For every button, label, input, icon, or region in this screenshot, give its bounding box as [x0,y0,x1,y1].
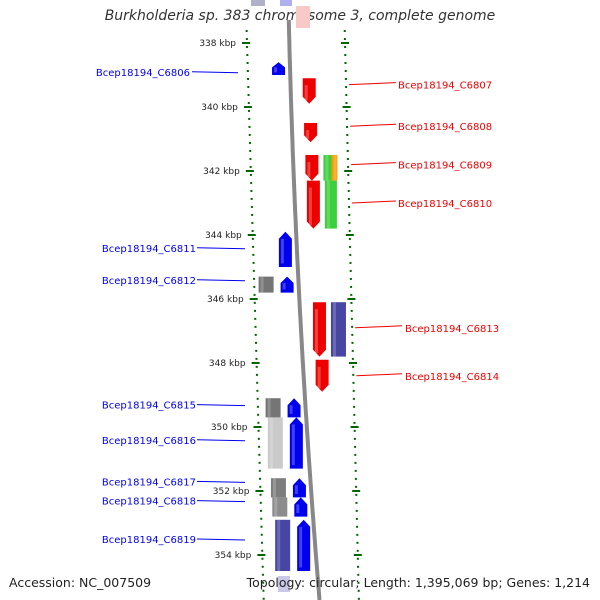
gene-label-leader [196,480,246,483]
gene-label-bcep18194_c6810: Bcep18194_C6810 [398,199,492,210]
gene-highlight [304,85,308,101]
gene-label-bcep18194_c6812: Bcep18194_C6812 [102,276,196,287]
gene-label-bcep18194_c6816: Bcep18194_C6816 [102,436,196,447]
gene-label-bcep18194_c6806: Bcep18194_C6806 [96,68,190,79]
blast-hit-highlight [277,519,281,571]
gene-label-bcep18194_c6808: Bcep18194_C6808 [398,122,492,133]
gene-highlight [280,238,284,264]
gene-label-bcep18194_c6807: Bcep18194_C6807 [398,81,492,92]
gene-arrow-bcep18194_c6811 [278,231,292,267]
gene-arrow-bcep18194_c6807 [302,78,316,104]
blast-hit-highlight [269,417,273,469]
gene-label-leader [351,162,397,166]
gene-highlight [308,187,312,226]
gene-label-bcep18194_c6811: Bcep18194_C6811 [102,244,196,255]
tick-label: 354 kbp [215,551,252,561]
blast-hit-bar [270,478,286,498]
gene-arrow-bcep18194_c6813 [312,302,326,357]
blast-hit-highlight [260,276,264,293]
gene-label-leader [191,71,239,74]
gene-label-leader [350,123,397,127]
gene-arrow-bcep18194_c6810 [306,180,320,229]
gene-arrow-bcep18194_c6817 [292,478,306,498]
gene-label-leader [356,373,403,377]
gene-arrow-bcep18194_c6809 [305,155,319,181]
gene-label-leader [196,247,246,250]
blast-hit-highlight [325,155,329,181]
gene-arrow-bcep18194_c6815 [287,398,301,418]
gene-highlight [291,424,295,466]
gene-label-bcep18194_c6813: Bcep18194_C6813 [405,324,499,335]
gene-label-bcep18194_c6817: Bcep18194_C6817 [102,477,196,488]
blast-hit-highlight [274,497,278,517]
gene-label-bcep18194_c6819: Bcep18194_C6819 [102,535,196,546]
gene-label-bcep18194_c6809: Bcep18194_C6809 [398,161,492,172]
blast-hit-bar [267,417,283,469]
gene-arrow-bcep18194_c6816 [289,417,303,469]
accession-text: Accession: NC_007509 [9,575,152,590]
tick-label: 348 kbp [209,359,246,369]
gene-highlight [294,485,298,494]
tick-label: 338 kbp [199,39,236,49]
gene-label-leader [196,279,246,282]
gene-highlight [306,130,310,139]
blast-hit-highlight [326,180,330,229]
gene-highlight [299,526,303,568]
gene-faded-bottom [278,576,290,592]
blast-hit-bar [272,497,288,517]
blast-hit-highlight [333,155,337,181]
blast-hit-bar [330,302,346,357]
gene-label-leader [355,325,403,329]
blast-hit-bar [324,180,337,229]
gene-label-leader [349,82,397,86]
gene-highlight [314,309,318,354]
gene-highlight [282,283,286,290]
gene-label-leader [196,439,246,442]
gene-arrow-bcep18194_c6814 [315,359,329,392]
gene-label-leader [196,404,246,407]
summary-text: Topology: circular; Length: 1,395,069 bp… [246,575,590,590]
gene-label-bcep18194_c6818: Bcep18194_C6818 [102,497,196,508]
gene-highlight [289,405,293,414]
blast-hit-highlight [267,398,271,418]
ruler-left [245,29,265,600]
tick-label: 342 kbp [203,167,240,177]
blast-faded-top [251,0,265,6]
gene-label-leader [196,538,246,541]
tick-label: 340 kbp [201,103,238,113]
gene-highlight [274,67,278,73]
blast-hit-bar [258,276,274,293]
gene-label-bcep18194_c6814: Bcep18194_C6814 [405,372,499,383]
gene-arrow-bcep18194_c6818 [294,497,308,517]
tick-label: 350 kbp [211,423,248,433]
blast-hit-bar [265,398,281,418]
blast-hit-bar [331,155,338,181]
genome-backbone [286,19,322,600]
gene-highlight [307,162,311,178]
gene-faded-top [296,6,310,28]
gene-label-leader [196,500,246,503]
gene-highlight [296,504,300,514]
gene-label-leader [351,200,397,204]
tick-label: 344 kbp [205,231,242,241]
blast-hit-highlight [272,478,276,498]
gene-arrow-bcep18194_c6806 [272,62,286,75]
ruler-right [343,29,360,600]
tick-label: 352 kbp [213,487,250,497]
blast-hit-highlight [332,302,336,357]
gene-highlight [317,366,321,389]
gene-arrow-bcep18194_c6819 [297,519,311,571]
gene-faded-top-left [280,0,292,6]
gene-arrow-bcep18194_c6808 [304,123,318,143]
tick-label: 346 kbp [207,295,244,305]
blast-hit-bar [275,519,291,571]
gene-arrow-bcep18194_c6812 [280,276,294,293]
gene-label-bcep18194_c6815: Bcep18194_C6815 [102,401,196,412]
